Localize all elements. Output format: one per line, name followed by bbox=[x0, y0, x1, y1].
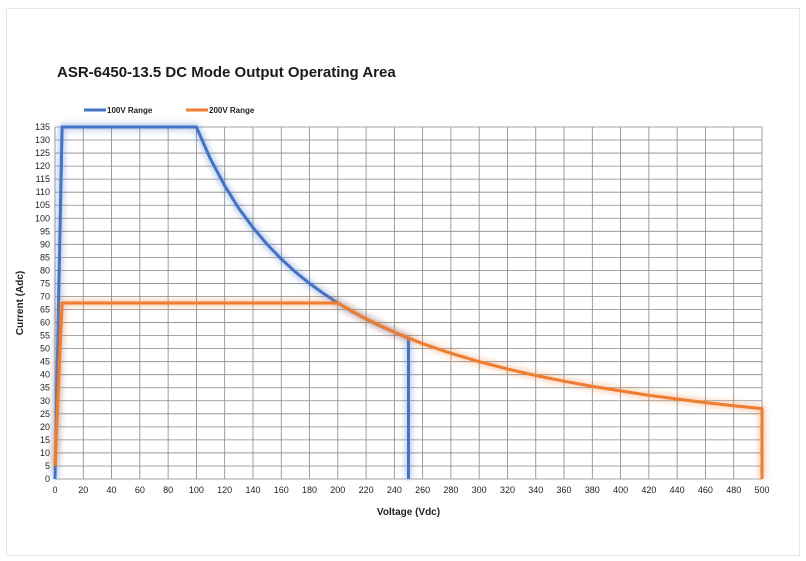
x-tick-label: 80 bbox=[163, 485, 173, 495]
x-tick-label: 340 bbox=[528, 485, 543, 495]
y-tick-label: 30 bbox=[40, 396, 50, 406]
y-tick-label: 10 bbox=[40, 448, 50, 458]
chart-title: ASR-6450-13.5 DC Mode Output Operating A… bbox=[57, 64, 396, 81]
x-tick-label: 360 bbox=[557, 485, 572, 495]
x-tick-label: 40 bbox=[107, 485, 117, 495]
y-tick-label: 50 bbox=[40, 344, 50, 354]
y-tick-label: 80 bbox=[40, 265, 50, 275]
y-tick-label: 25 bbox=[40, 409, 50, 419]
x-axis-label: Voltage (Vdc) bbox=[377, 507, 440, 518]
y-tick-label: 65 bbox=[40, 305, 50, 315]
y-tick-label: 35 bbox=[40, 383, 50, 393]
y-tick-label: 95 bbox=[40, 226, 50, 236]
y-tick-label: 90 bbox=[40, 239, 50, 249]
legend: 100V Range 200V Range bbox=[84, 106, 255, 115]
y-tick-label: 100 bbox=[35, 213, 50, 223]
legend-label-1: 100V Range bbox=[107, 106, 153, 115]
y-tick-label: 15 bbox=[40, 435, 50, 445]
y-tick-label: 130 bbox=[35, 135, 50, 145]
x-tick-label: 100 bbox=[189, 485, 204, 495]
x-tick-label: 300 bbox=[472, 485, 487, 495]
x-tick-label: 160 bbox=[274, 485, 289, 495]
x-tick-label: 60 bbox=[135, 485, 145, 495]
x-tick-label: 20 bbox=[78, 485, 88, 495]
y-tick-label: 0 bbox=[45, 474, 50, 484]
y-tick-label: 110 bbox=[36, 187, 50, 197]
x-tick-label: 220 bbox=[359, 485, 374, 495]
x-tick-label: 460 bbox=[698, 485, 713, 495]
x-tick-label: 480 bbox=[726, 485, 741, 495]
series-line-2 bbox=[53, 301, 764, 479]
y-tick-label: 60 bbox=[40, 318, 50, 328]
y-tick-label: 115 bbox=[36, 174, 50, 184]
tick-labels: 0 20 40 60 80 100 120 140 160 180 200 220 240 260 280 3… bbox=[35, 122, 770, 495]
y-tick-label: 75 bbox=[40, 278, 50, 288]
series-lines bbox=[51, 123, 766, 480]
y-tick-label: 70 bbox=[40, 291, 50, 301]
x-tick-label: 400 bbox=[613, 485, 628, 495]
x-tick-label: 260 bbox=[415, 485, 430, 495]
y-tick-label: 105 bbox=[35, 200, 50, 210]
y-tick-label: 20 bbox=[40, 422, 50, 432]
y-tick-label: 85 bbox=[40, 252, 50, 262]
y-tick-label: 120 bbox=[35, 161, 50, 171]
x-tick-label: 320 bbox=[500, 485, 515, 495]
y-tick-label: 125 bbox=[35, 148, 50, 158]
x-tick-label: 120 bbox=[217, 485, 232, 495]
x-tick-label: 240 bbox=[387, 485, 402, 495]
x-tick-label: 420 bbox=[641, 485, 656, 495]
legend-label-2: 200V Range bbox=[209, 106, 255, 115]
y-tick-label: 45 bbox=[40, 357, 50, 367]
x-tick-label: 0 bbox=[52, 485, 57, 495]
y-tick-label: 40 bbox=[40, 370, 50, 380]
x-tick-label: 180 bbox=[302, 485, 317, 495]
x-tick-label: 440 bbox=[670, 485, 685, 495]
y-tick-label: 5 bbox=[45, 461, 50, 471]
y-tick-label: 55 bbox=[40, 331, 50, 341]
x-tick-label: 200 bbox=[330, 485, 345, 495]
y-axis-label: Current (Adc) bbox=[15, 271, 26, 335]
x-tick-label: 140 bbox=[245, 485, 260, 495]
x-tick-label: 500 bbox=[754, 485, 769, 495]
y-tick-label: 135 bbox=[35, 122, 50, 132]
x-tick-label: 380 bbox=[585, 485, 600, 495]
x-tick-label: 280 bbox=[443, 485, 458, 495]
chart-frame bbox=[6, 8, 800, 556]
